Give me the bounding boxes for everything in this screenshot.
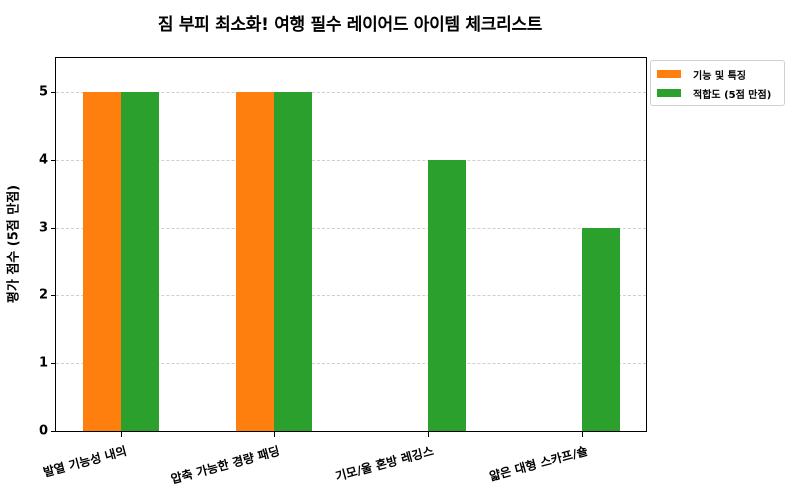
y-tick	[51, 159, 56, 161]
bar-suitability	[121, 91, 159, 431]
legend-label: 기능 및 특징	[693, 70, 746, 82]
legend-item-suitability: 적합도 (5점 만점)	[657, 86, 772, 101]
y-tick-label: 1	[38, 355, 48, 371]
y-tick-label: 5	[38, 84, 48, 100]
x-tick	[274, 432, 275, 437]
x-tick	[582, 432, 583, 437]
x-tick-label: 기모/울 혼방 레깅스	[333, 443, 436, 484]
bar-features	[236, 91, 274, 431]
gridline	[56, 227, 646, 229]
legend-swatch-green	[657, 89, 681, 97]
y-tick	[51, 295, 56, 297]
legend: 기능 및 특징 적합도 (5점 만점)	[650, 60, 785, 106]
bar-suitability	[582, 227, 620, 431]
gridline	[56, 295, 646, 297]
x-tick-label: 압축 가능한 경량 패딩	[169, 443, 282, 487]
legend-label: 적합도 (5점 만점)	[693, 89, 772, 101]
chart-title: 짐 부피 최소화! 여행 필수 레이어드 아이템 체크리스트	[157, 15, 543, 35]
gridline	[56, 159, 646, 161]
y-tick	[51, 91, 56, 93]
y-tick-label: 0	[38, 423, 48, 439]
plot-area: 0 1 2 3 4 5	[39, 57, 647, 439]
y-tick	[51, 363, 56, 365]
y-axis-title: 평가 점수 (5점 만점)	[6, 184, 22, 304]
gridline	[56, 363, 646, 365]
x-tick	[428, 432, 429, 437]
y-tick-label: 4	[38, 152, 48, 168]
y-tick	[51, 227, 56, 229]
bar-features	[83, 91, 121, 431]
legend-swatch-orange	[657, 70, 681, 78]
legend-item-features: 기능 및 특징	[657, 67, 746, 82]
y-tick	[51, 431, 56, 432]
x-tick	[121, 432, 122, 437]
x-tick-label: 얇은 대형 스카프/숄	[487, 443, 590, 484]
y-tick-label: 3	[38, 220, 48, 236]
bar-suitability	[274, 91, 312, 431]
x-tick-label: 발열 기능성 내의	[41, 443, 129, 480]
gridline	[56, 91, 646, 93]
bar-suitability	[428, 159, 466, 431]
y-tick-label: 2	[38, 287, 48, 303]
